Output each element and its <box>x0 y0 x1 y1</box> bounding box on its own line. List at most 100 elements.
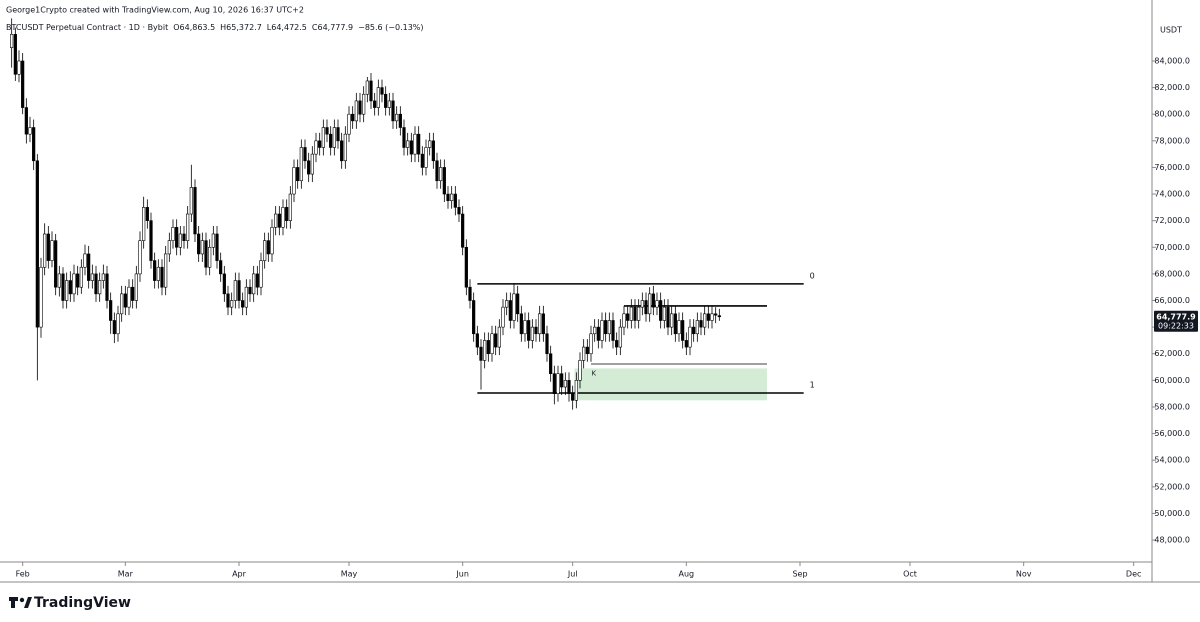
candle-body <box>512 293 516 321</box>
last-price-box <box>1154 310 1198 332</box>
candle-body <box>376 87 380 108</box>
y-tick-label: 52,000.0 <box>1154 482 1190 491</box>
candle-body <box>281 207 285 228</box>
candle-body <box>13 34 17 75</box>
candle-body <box>567 380 571 394</box>
candle-body <box>424 147 428 168</box>
candle-body <box>270 227 274 255</box>
candle-body <box>695 320 699 335</box>
candle-body <box>538 313 542 335</box>
candle-body <box>160 266 164 288</box>
candle-body <box>677 320 681 335</box>
y-tick-label: 72,000.0 <box>1154 216 1190 225</box>
candle-body <box>186 213 190 241</box>
candle-body <box>142 207 146 241</box>
candle-body <box>299 147 303 182</box>
x-tick-label: Sep <box>792 570 807 579</box>
candle-body <box>314 140 318 155</box>
candle-body <box>79 266 83 288</box>
candle-body <box>380 87 384 95</box>
ohlc-value: C64,777.9 <box>312 23 353 32</box>
candle-body <box>358 100 362 115</box>
candle-body <box>600 320 604 341</box>
candle-body <box>90 273 94 281</box>
ohlc-value: −85.6 (−0.13%) <box>358 23 423 32</box>
candle-body <box>706 313 710 321</box>
candle-body <box>457 207 461 215</box>
candle-body <box>175 227 179 248</box>
candle-body <box>211 233 215 248</box>
candle-body <box>134 273 138 301</box>
candle-body <box>450 193 454 202</box>
x-tick-label: Jun <box>455 570 469 579</box>
candle-body <box>578 360 582 381</box>
candle-body <box>468 286 472 301</box>
candle-body <box>145 207 149 221</box>
candle-body <box>296 167 300 182</box>
candle-body <box>329 133 333 148</box>
candle-body <box>303 147 307 162</box>
candle-body <box>105 273 109 301</box>
candle-body <box>523 320 527 335</box>
candle-body <box>274 213 278 228</box>
candle-body <box>486 340 490 355</box>
candle-body <box>178 233 182 248</box>
candle-body <box>417 133 421 155</box>
candle-body <box>589 333 593 355</box>
y-tick-label: 74,000.0 <box>1154 190 1190 199</box>
candle-body <box>193 187 197 235</box>
candle-body <box>24 107 28 135</box>
candle-body <box>508 300 512 321</box>
candle-body <box>259 260 263 288</box>
candle-body <box>574 380 578 401</box>
candle-body <box>541 313 545 335</box>
candle-body <box>490 333 494 355</box>
candle-body <box>384 93 388 108</box>
candle-body <box>230 300 234 308</box>
candle-body <box>453 193 457 208</box>
candle-body <box>626 313 630 321</box>
candle-body <box>464 246 468 288</box>
last-price-label: 64,777.9 <box>1156 312 1196 321</box>
candle-body <box>200 240 204 255</box>
candle-body <box>699 320 703 328</box>
candle-body <box>277 213 281 228</box>
candle-body <box>10 34 14 48</box>
candle-body <box>556 373 560 394</box>
candle-body <box>83 253 87 268</box>
y-tick-label: 76,000.0 <box>1154 163 1190 172</box>
candle-body <box>131 286 135 301</box>
candle-body <box>398 113 402 128</box>
candle-body <box>325 127 329 135</box>
candle-body <box>222 273 226 295</box>
candle-body <box>61 273 65 301</box>
candle-body <box>659 300 663 321</box>
x-tick-label: Feb <box>16 570 30 579</box>
candle-body <box>420 153 424 168</box>
x-tick-label: Jul <box>567 570 578 579</box>
y-tick-label: 48,000.0 <box>1154 536 1190 545</box>
candle-body <box>681 320 685 341</box>
candle-body <box>35 160 39 328</box>
candle-body <box>655 300 659 308</box>
candle-body <box>516 293 520 315</box>
candle-body <box>387 100 391 108</box>
candle-body <box>475 333 479 348</box>
candle-body <box>483 340 487 361</box>
y-tick-label: 70,000.0 <box>1154 243 1190 252</box>
candle-body <box>365 80 369 95</box>
candle-body <box>373 100 377 108</box>
candle-body <box>32 127 36 162</box>
candle-body <box>171 227 175 241</box>
candle-body <box>714 313 718 316</box>
candle-body <box>593 326 597 335</box>
candle-body <box>266 240 270 255</box>
candle-body <box>369 80 373 102</box>
candle-body <box>138 240 142 275</box>
candle-body <box>318 140 322 148</box>
candle-body <box>395 113 399 122</box>
candle-body <box>226 293 230 308</box>
candle-body <box>167 240 171 255</box>
